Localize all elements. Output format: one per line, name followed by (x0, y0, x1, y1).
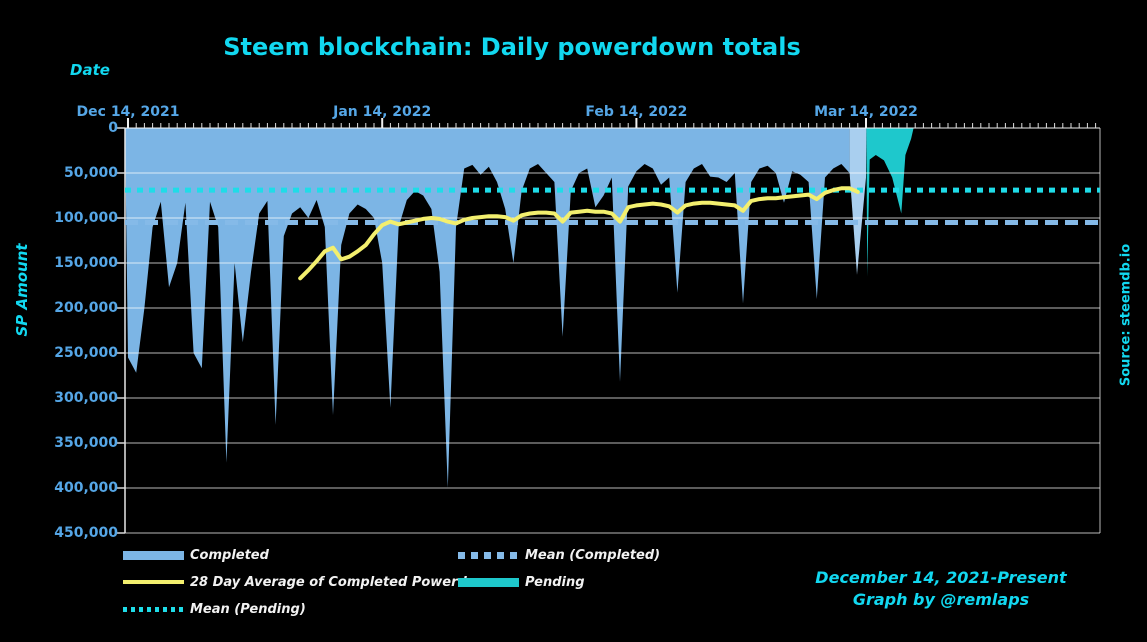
legend-label: Pending (525, 574, 585, 590)
legend-label: Mean (Completed) (525, 547, 661, 563)
x-tick-label-0: Dec 14, 2021 (76, 104, 180, 120)
series-area-completed (125, 128, 850, 488)
gridlines-group (124, 127, 1101, 534)
y-tick-label-7: 350,000 (54, 435, 118, 451)
legend-label: Completed (190, 547, 269, 563)
series-area-completed-final-days-lighter- (849, 128, 867, 275)
legend-swatch-bar (458, 577, 519, 587)
page-title: Steem blockchain: Daily powerdown totals (223, 33, 801, 61)
legend-item-mean-pending-: Mean (Pending) (123, 601, 306, 617)
legend-label: 28 Day Average of Completed Powerdowns (190, 574, 505, 590)
legend-item-pending: Pending (458, 574, 585, 590)
series-area-pending (866, 128, 914, 277)
y-tick-label-6: 300,000 (54, 390, 118, 406)
legend-swatch-dot (123, 606, 184, 612)
footer-date-range: December 14, 2021-Present (815, 568, 1067, 587)
y-tick-label-1: 50,000 (63, 165, 118, 181)
legend-swatch-bar (123, 550, 184, 560)
legend-swatch-line (123, 580, 184, 584)
legend-item-28-day-average-of-completed-powerdowns: 28 Day Average of Completed Powerdowns (123, 574, 505, 590)
y-tick-label-0: 0 (108, 120, 118, 136)
legend-item-mean-completed-: Mean (Completed) (458, 547, 661, 563)
y-tick-label-2: 100,000 (54, 210, 118, 226)
x-tick-label-3: Mar 14, 2022 (814, 104, 918, 120)
footer-credit: Graph by @remlaps (852, 590, 1030, 609)
area-series-group (125, 128, 914, 488)
mean-lines-group (125, 187, 1100, 225)
legend-label: Mean (Pending) (190, 601, 306, 617)
y-tick-label-4: 200,000 (54, 300, 118, 316)
x-tick-label-2: Feb 14, 2022 (585, 104, 688, 120)
legend-swatch-dash (458, 551, 519, 559)
series-line-28-day-average (298, 186, 860, 281)
line-series-group (298, 186, 860, 281)
y-tick-label-3: 150,000 (54, 255, 118, 271)
axis-ticks-group (117, 118, 1097, 534)
x-axis-title: Date (70, 61, 110, 79)
legend-item-completed: Completed (123, 547, 269, 563)
y-tick-label-9: 450,000 (54, 525, 118, 541)
y-tick-label-8: 400,000 (54, 480, 118, 496)
y-tick-label-5: 250,000 (54, 345, 118, 361)
source-note: Source: steemdb.io (1118, 243, 1134, 387)
x-tick-label-1: Jan 14, 2022 (333, 104, 432, 120)
